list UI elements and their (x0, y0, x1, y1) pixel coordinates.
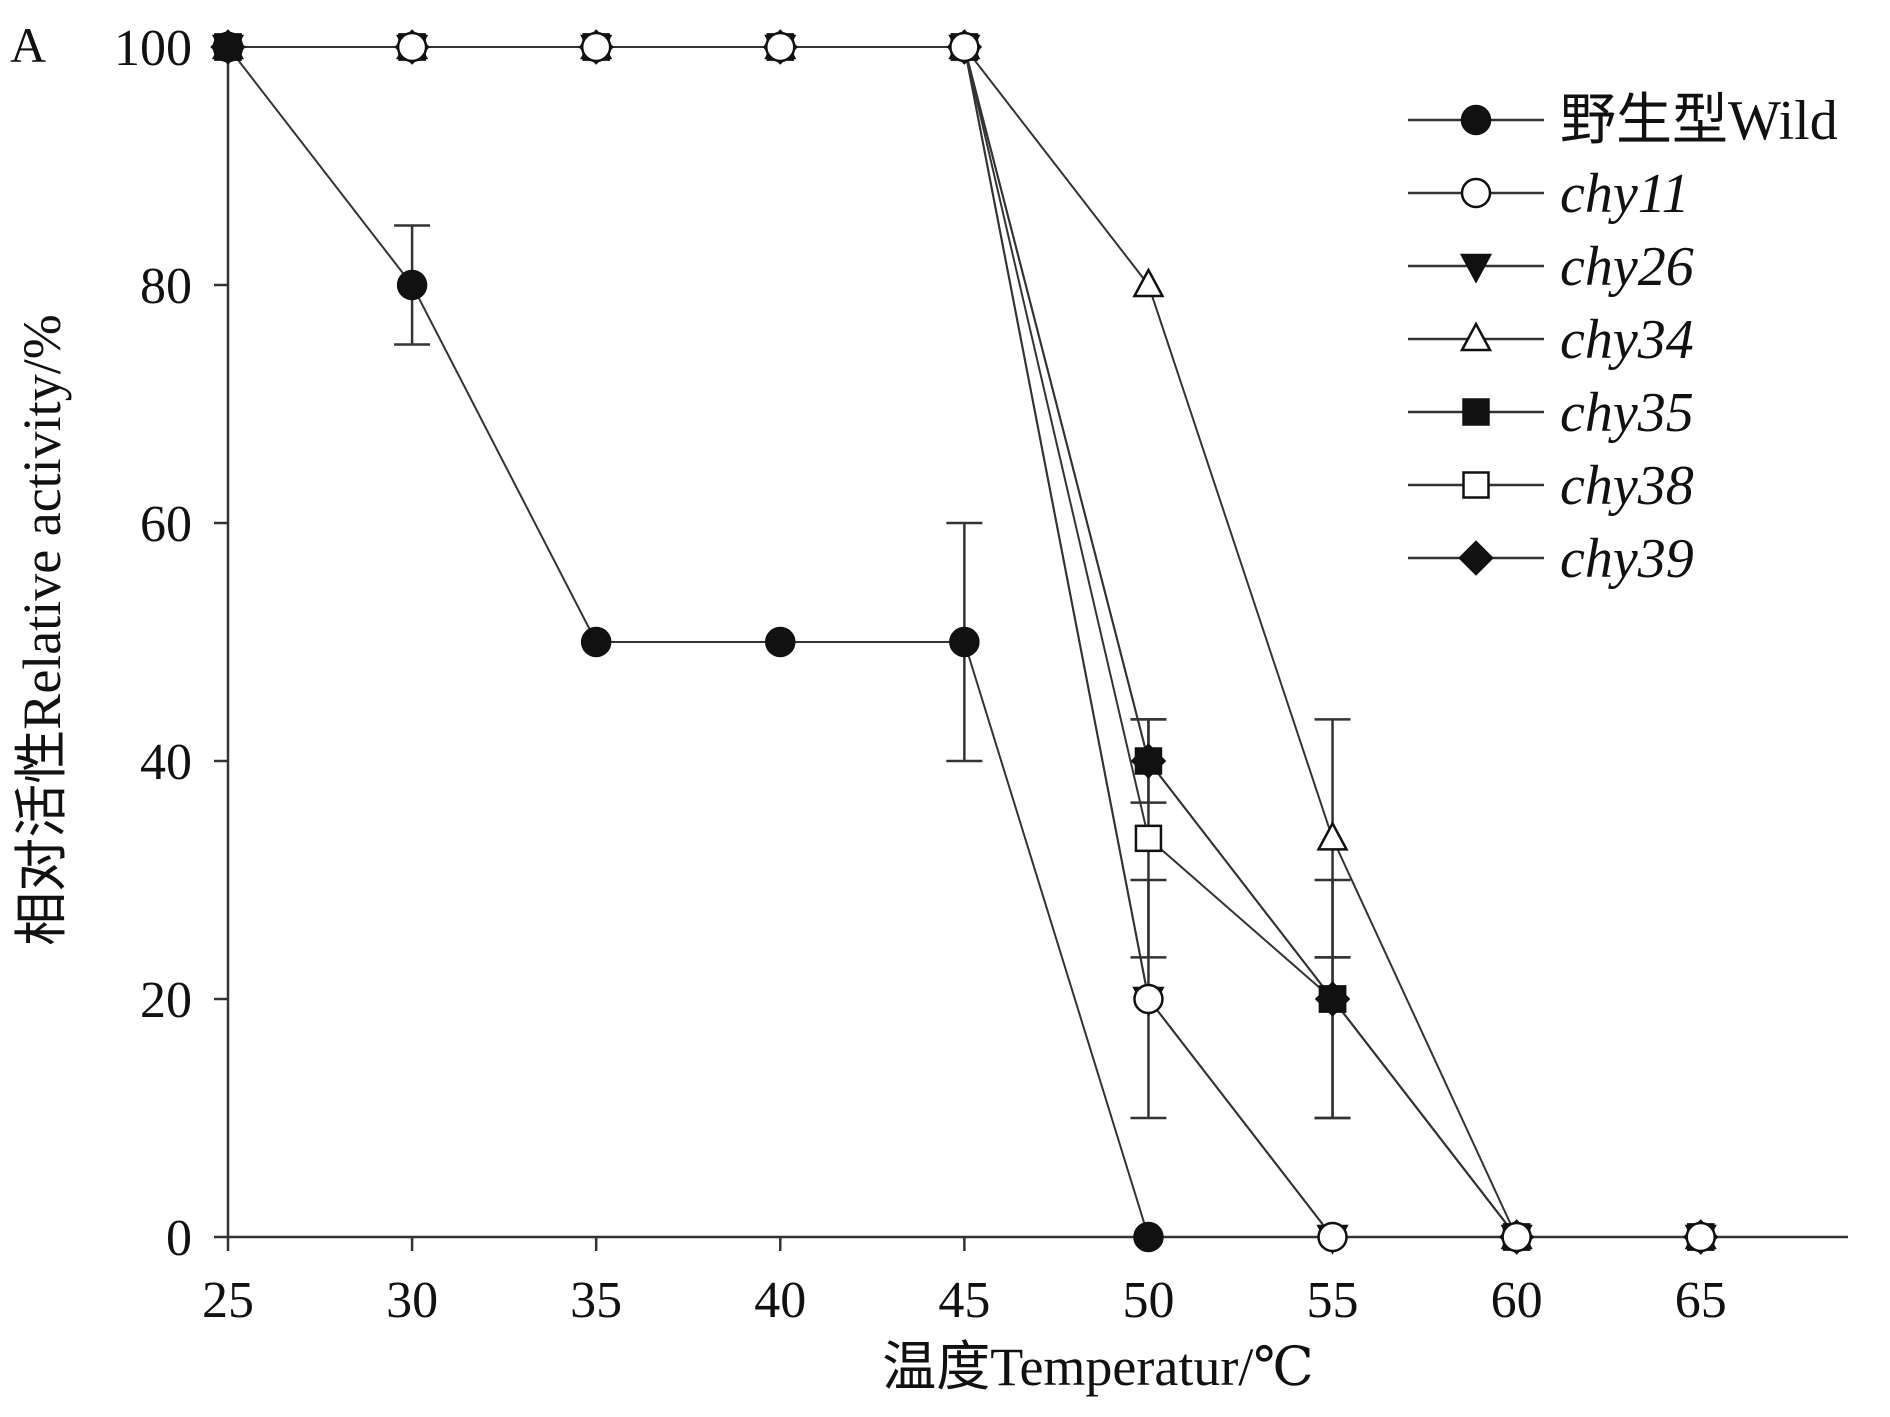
data-point-1 (1317, 1221, 1348, 1253)
data-point-4 (1134, 747, 1163, 775)
legend-marker (1459, 253, 1493, 284)
legend-item-1: chy11 (1408, 163, 1690, 225)
data-point-1 (949, 31, 980, 63)
data-point-1 (580, 31, 612, 63)
legend-marker (1462, 398, 1490, 426)
data-point-3 (1316, 820, 1349, 851)
data-point-0 (949, 626, 980, 658)
error-bars (394, 224, 1351, 1120)
panel-label: A (10, 17, 46, 73)
legend-label: chy39 (1560, 528, 1694, 590)
x-axis-title: 温度Temperatur/℃ (882, 1337, 1314, 1397)
y-tick-label: 20 (140, 972, 192, 1029)
y-tick-label: 60 (140, 496, 192, 553)
x-tick-label: 25 (202, 1272, 254, 1329)
legend-item-3: chy34 (1408, 309, 1694, 371)
legend-item-4: chy35 (1408, 382, 1694, 444)
data-point-0 (212, 31, 244, 63)
legend-marker (1460, 177, 1492, 209)
y-tick-label: 100 (114, 20, 192, 77)
legend-item-0: 野生型Wild (1408, 90, 1838, 152)
data-point-4 (1318, 985, 1347, 1013)
x-tick-label: 30 (386, 1272, 438, 1329)
data-point-0 (396, 269, 428, 301)
y-axis-title: 相对活性Relative activity/% (12, 314, 72, 945)
x-tick-label: 60 (1491, 1272, 1543, 1329)
x-tick-label: 45 (938, 1272, 990, 1329)
legend-item-5: chy38 (1408, 455, 1694, 517)
y-tick-label: 40 (140, 734, 192, 791)
x-tick-label: 35 (570, 1272, 622, 1329)
data-point-1 (396, 31, 428, 63)
series-line-0 (227, 46, 1150, 1238)
legend-label: 野生型Wild (1560, 90, 1838, 152)
legend-item-2: chy26 (1408, 236, 1694, 298)
data-point-0 (580, 626, 612, 658)
legend-label: chy26 (1560, 236, 1694, 298)
x-tick-label: 50 (1122, 1272, 1174, 1329)
y-tick-label: 0 (166, 1210, 192, 1267)
data-point-3 (1132, 267, 1165, 298)
legend-label: chy35 (1560, 382, 1694, 444)
legend-label: chy38 (1560, 455, 1694, 517)
data-point-5 (1134, 824, 1163, 853)
y-tick-label: 80 (140, 258, 192, 315)
legend-marker (1460, 104, 1492, 136)
data-point-1 (1501, 1221, 1532, 1253)
data-point-1 (1133, 983, 1164, 1015)
data-point-1 (765, 31, 796, 63)
data-point-1 (1685, 1221, 1716, 1253)
legend-marker (1458, 540, 1494, 576)
axes: 25 30 35 40 45 50 55 60 65 0 20 40 60 80 100 (114, 20, 1848, 1329)
x-tick-label: 55 (1307, 1272, 1359, 1329)
legend-marker (1459, 321, 1493, 352)
legend: 野生型Wild chy11 chy26 chy34 chy35 chy38 chy39 (1408, 90, 1838, 590)
x-tick-label: 65 (1675, 1272, 1727, 1329)
data-point-0 (765, 626, 796, 658)
data-markers (210, 29, 1719, 1255)
x-tick-label: 40 (754, 1272, 806, 1329)
data-point-0 (1133, 1221, 1164, 1253)
legend-label: chy11 (1560, 163, 1690, 225)
legend-marker (1462, 471, 1490, 499)
legend-item-6: chy39 (1408, 528, 1694, 590)
legend-label: chy34 (1560, 309, 1694, 371)
